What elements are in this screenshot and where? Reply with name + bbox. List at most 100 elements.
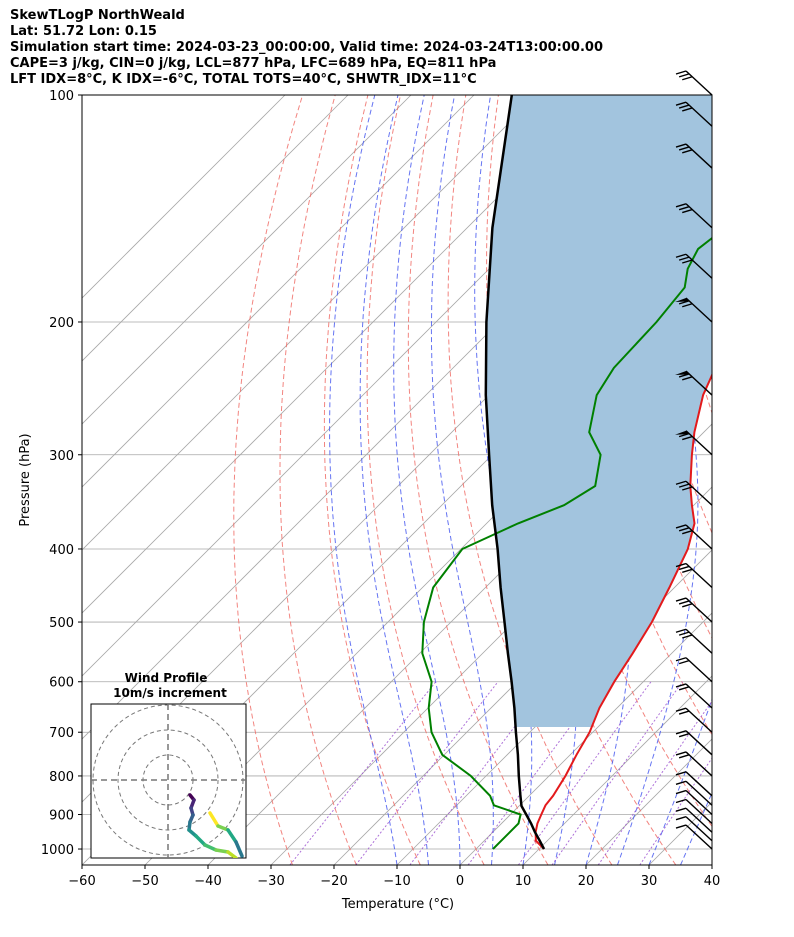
isotherm-line (82, 95, 286, 299)
dewpoint-profile (421, 236, 712, 850)
wind-barb (675, 597, 713, 623)
wind-barb (675, 370, 713, 396)
y-tick-label: 600 (49, 676, 74, 691)
wind-barb (675, 524, 713, 550)
y-tick-label: 500 (49, 616, 74, 631)
mixing-ratio-line (551, 681, 683, 865)
y-axis-label: Pressure (hPa) (18, 433, 33, 526)
x-tick-label: −50 (131, 874, 158, 889)
moist-adiabat-line (680, 791, 712, 865)
x-tick-label: −40 (194, 874, 221, 889)
wind-barb (675, 70, 713, 96)
x-tick-label: 20 (578, 874, 595, 889)
x-tick-label: 10 (515, 874, 532, 889)
stability-indices-line: LFT IDX=8°C, K IDX=-6°C, TOTAL TOTS=40°C… (10, 72, 477, 87)
wind-barb (675, 253, 713, 279)
wind-barb (675, 751, 713, 777)
isotherm-line (522, 675, 712, 865)
moist-adiabat-line (430, 95, 494, 865)
mixing-ratio-line (639, 757, 712, 865)
simulation-time-line: Simulation start time: 2024-03-23_00:00:… (10, 40, 603, 55)
dry-adiabat-line (233, 95, 304, 865)
x-tick-label: −10 (383, 874, 410, 889)
isotherm-line (82, 95, 601, 614)
moist-adiabat-line (329, 95, 398, 865)
y-tick-label: 700 (49, 726, 74, 741)
hodograph-trace-segment (226, 850, 238, 858)
wind-barb (675, 430, 713, 456)
y-tick-label: 900 (49, 809, 74, 824)
hodograph-title: Wind Profile (125, 671, 208, 685)
dry-adiabat-line (323, 95, 421, 865)
cape-area (485, 95, 712, 727)
moist-adiabat-line (711, 863, 712, 865)
wind-barb (675, 143, 713, 169)
temperature-profile (534, 372, 712, 850)
y-tick-label: 200 (49, 316, 74, 331)
x-tick-label: 40 (704, 874, 721, 889)
dry-adiabat-line (366, 95, 485, 865)
wind-barb (675, 657, 713, 683)
hodograph-subtitle: 10m/s increment (113, 686, 227, 700)
parcel-profile (484, 95, 546, 850)
moist-adiabat-line (617, 95, 699, 865)
isotherm-line (459, 612, 712, 865)
wind-barb (675, 824, 713, 850)
wind-barb (675, 707, 713, 733)
x-tick-label: 30 (641, 874, 658, 889)
wind-barb (675, 683, 713, 709)
dry-adiabat-line (661, 95, 712, 415)
hodograph-trace-segment (208, 811, 220, 828)
hodograph-trace-segment (203, 843, 218, 852)
wind-barb (675, 807, 713, 833)
wind-barb (675, 771, 713, 797)
hodograph-trace-segment (194, 834, 207, 847)
wind-barb (675, 730, 713, 756)
hodograph-trace-segment (226, 828, 238, 844)
isotherm-line (396, 549, 712, 865)
wind-barb (675, 816, 713, 842)
x-tick-label: 0 (456, 874, 464, 889)
dry-adiabat-line (447, 95, 613, 865)
chart-title: SkewTLogP NorthWeald (10, 8, 185, 23)
wind-barb (675, 297, 713, 323)
wind-barb (675, 628, 713, 654)
x-tick-label: −20 (320, 874, 347, 889)
x-axis-label: Temperature (°C) (341, 897, 454, 912)
y-tick-label: 400 (49, 543, 74, 558)
hodograph-trace-segment (216, 824, 230, 832)
moist-adiabat-line (393, 95, 461, 865)
y-tick-label: 300 (49, 449, 74, 464)
wind-barb (675, 562, 713, 589)
wind-barb (675, 203, 713, 229)
dry-adiabat-line (279, 95, 357, 865)
dry-adiabat-line (407, 95, 549, 865)
chart-title-block: SkewTLogP NorthWeald Lat: 51.72 Lon: 0.1… (10, 8, 603, 88)
isotherm-line (82, 95, 475, 488)
y-tick-label: 1000 (41, 843, 74, 858)
moist-adiabat-line (359, 95, 429, 865)
mixing-ratio-line (289, 681, 437, 865)
wind-barb (675, 101, 713, 127)
y-tick-label: 800 (49, 770, 74, 785)
isotherm-line (82, 95, 349, 362)
isotherm-line (333, 486, 712, 865)
hodograph-trace-segment (234, 840, 244, 858)
x-tick-label: −30 (257, 874, 284, 889)
wind-barb (675, 798, 713, 825)
wind-barb (675, 780, 713, 806)
wind-barb (675, 480, 713, 506)
x-tick-label: −60 (68, 874, 95, 889)
dry-adiabat-line (727, 95, 794, 865)
isotherm-line (82, 95, 538, 551)
isotherm-line (82, 95, 412, 425)
location-line: Lat: 51.72 Lon: 0.15 (10, 24, 157, 39)
y-tick-label: 100 (49, 89, 74, 104)
hodograph-inset: Wind Profile 10m/s increment (90, 671, 247, 859)
isotherm-line (711, 864, 712, 865)
dry-adiabat-line (759, 95, 794, 865)
moist-adiabat-line (648, 697, 712, 865)
wind-barb (675, 789, 713, 816)
hodograph-trace-segment (214, 848, 230, 854)
